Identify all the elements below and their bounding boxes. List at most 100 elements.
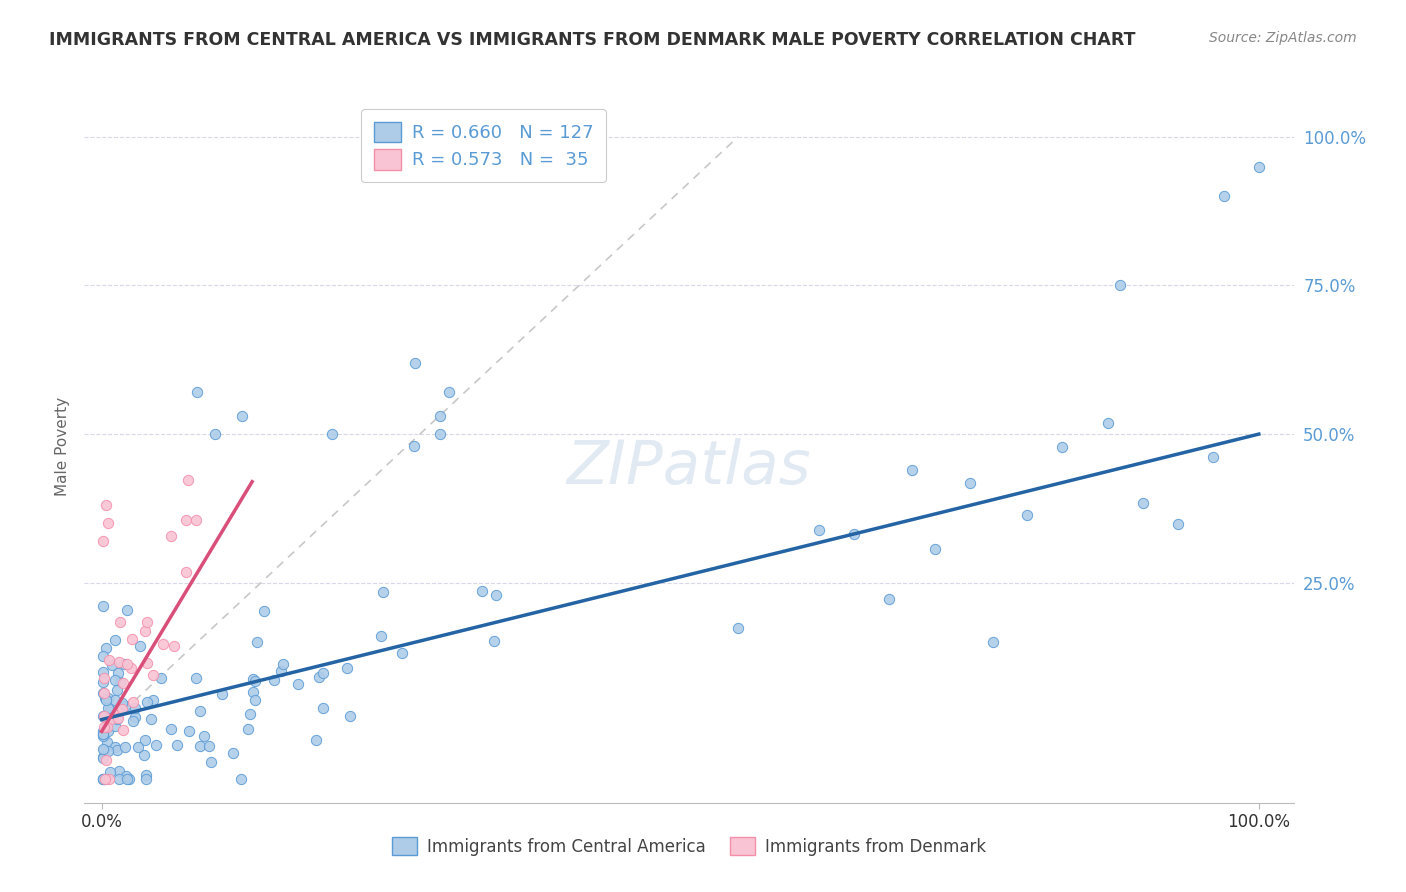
Point xyxy=(263,673,285,687)
Point xyxy=(93,709,115,723)
Point xyxy=(1017,508,1039,522)
Point xyxy=(91,686,114,700)
Point xyxy=(312,700,335,714)
Point xyxy=(93,742,115,756)
Point xyxy=(134,624,156,639)
Point xyxy=(96,714,118,728)
Point xyxy=(97,700,120,714)
Point xyxy=(96,734,118,748)
Point xyxy=(96,753,118,767)
Point xyxy=(115,657,138,671)
Point xyxy=(253,604,276,618)
Point xyxy=(145,738,167,752)
Point xyxy=(174,513,197,527)
Point xyxy=(484,634,506,648)
Point xyxy=(186,385,208,400)
Point xyxy=(246,635,269,649)
Point xyxy=(150,671,173,685)
Point xyxy=(959,475,981,490)
Point xyxy=(270,664,292,678)
Point xyxy=(900,463,922,477)
Point xyxy=(91,726,114,740)
Point xyxy=(97,772,120,786)
Point xyxy=(373,584,395,599)
Point xyxy=(104,673,127,688)
Point xyxy=(142,693,165,707)
Point xyxy=(91,708,114,723)
Point xyxy=(122,695,145,709)
Point xyxy=(104,693,127,707)
Point xyxy=(1132,496,1154,510)
Point xyxy=(339,709,361,723)
Point xyxy=(111,696,134,710)
Legend: Immigrants from Central America, Immigrants from Denmark: Immigrants from Central America, Immigra… xyxy=(385,830,993,863)
Point xyxy=(308,670,330,684)
Point xyxy=(176,565,198,579)
Point xyxy=(238,722,260,736)
Point xyxy=(877,591,900,606)
Point xyxy=(471,584,494,599)
Point xyxy=(91,772,114,786)
Point xyxy=(429,409,451,424)
Point xyxy=(1097,416,1119,430)
Point xyxy=(94,499,117,513)
Point xyxy=(107,655,129,669)
Point xyxy=(188,704,211,718)
Point xyxy=(107,764,129,778)
Point xyxy=(91,675,114,690)
Point xyxy=(93,671,115,685)
Point xyxy=(429,427,451,442)
Point xyxy=(104,632,127,647)
Point xyxy=(391,647,413,661)
Point xyxy=(1213,189,1236,203)
Point xyxy=(321,427,343,442)
Point xyxy=(91,750,114,764)
Point xyxy=(114,699,136,714)
Point xyxy=(105,682,128,697)
Point xyxy=(135,615,157,629)
Point xyxy=(177,724,200,739)
Point xyxy=(96,690,118,705)
Point xyxy=(139,712,162,726)
Point xyxy=(129,639,152,653)
Point xyxy=(111,723,134,738)
Point xyxy=(115,602,138,616)
Point xyxy=(842,527,865,541)
Point xyxy=(176,474,198,488)
Point xyxy=(91,727,114,741)
Point xyxy=(98,703,121,717)
Point xyxy=(200,755,222,769)
Point xyxy=(981,635,1004,649)
Point xyxy=(93,685,115,699)
Point xyxy=(91,772,114,786)
Point xyxy=(107,710,129,724)
Point xyxy=(91,772,114,786)
Point xyxy=(160,529,183,543)
Point xyxy=(370,629,392,643)
Point xyxy=(91,751,114,765)
Point xyxy=(485,588,508,602)
Point xyxy=(136,657,159,671)
Point xyxy=(135,767,157,781)
Point xyxy=(91,649,114,664)
Point xyxy=(152,637,174,651)
Point xyxy=(107,665,129,680)
Point xyxy=(94,772,117,786)
Point xyxy=(198,739,221,753)
Point xyxy=(243,674,266,689)
Point xyxy=(239,707,262,722)
Point xyxy=(91,534,114,549)
Point xyxy=(124,710,146,724)
Point xyxy=(104,740,127,755)
Point xyxy=(132,747,155,762)
Point xyxy=(924,542,946,557)
Point xyxy=(114,657,136,671)
Point xyxy=(94,720,117,734)
Point xyxy=(94,640,117,655)
Point xyxy=(136,695,159,709)
Point xyxy=(91,599,114,613)
Point xyxy=(96,720,118,734)
Point xyxy=(1247,160,1270,174)
Point xyxy=(108,675,131,690)
Point xyxy=(101,657,124,672)
